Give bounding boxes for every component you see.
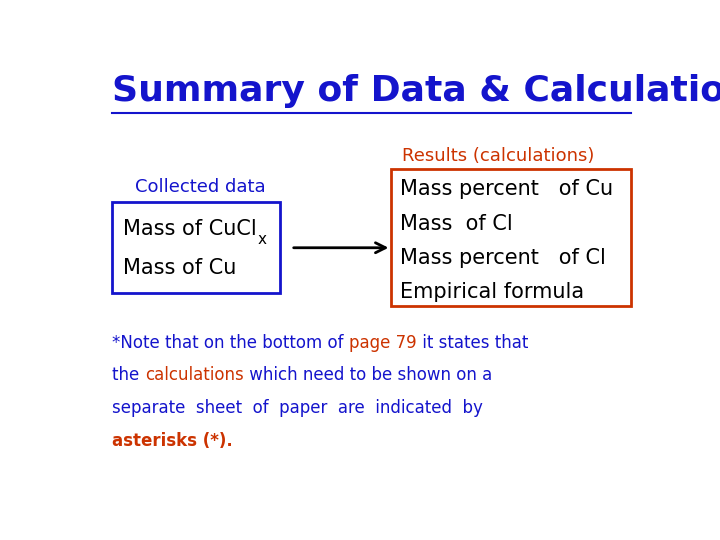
Text: x: x <box>257 232 266 247</box>
Text: Summary of Data & Calculations*: Summary of Data & Calculations* <box>112 75 720 109</box>
FancyBboxPatch shape <box>112 202 279 294</box>
Text: Mass of CuCl: Mass of CuCl <box>124 219 257 239</box>
Text: calculations: calculations <box>145 366 243 383</box>
Text: Empirical formula: Empirical formula <box>400 282 584 302</box>
Text: *Note that on the bottom of: *Note that on the bottom of <box>112 334 349 353</box>
Text: asterisks (*).: asterisks (*). <box>112 432 233 450</box>
Text: Collected data: Collected data <box>135 178 265 196</box>
Text: Mass of Cu: Mass of Cu <box>124 258 237 278</box>
Text: separate  sheet  of  paper  are  indicated  by: separate sheet of paper are indicated by <box>112 399 483 417</box>
Text: Mass percent   of Cu: Mass percent of Cu <box>400 179 613 199</box>
Text: the: the <box>112 366 145 383</box>
Text: Results (calculations): Results (calculations) <box>402 146 595 165</box>
Text: Mass percent   of Cl: Mass percent of Cl <box>400 248 606 268</box>
Text: page 79: page 79 <box>349 334 417 353</box>
Text: Mass  of Cl: Mass of Cl <box>400 214 513 234</box>
FancyBboxPatch shape <box>392 168 631 306</box>
Text: it states that: it states that <box>417 334 528 353</box>
Text: which need to be shown on a: which need to be shown on a <box>243 366 492 383</box>
Text: Mass of CuCl: Mass of CuCl <box>124 219 257 239</box>
